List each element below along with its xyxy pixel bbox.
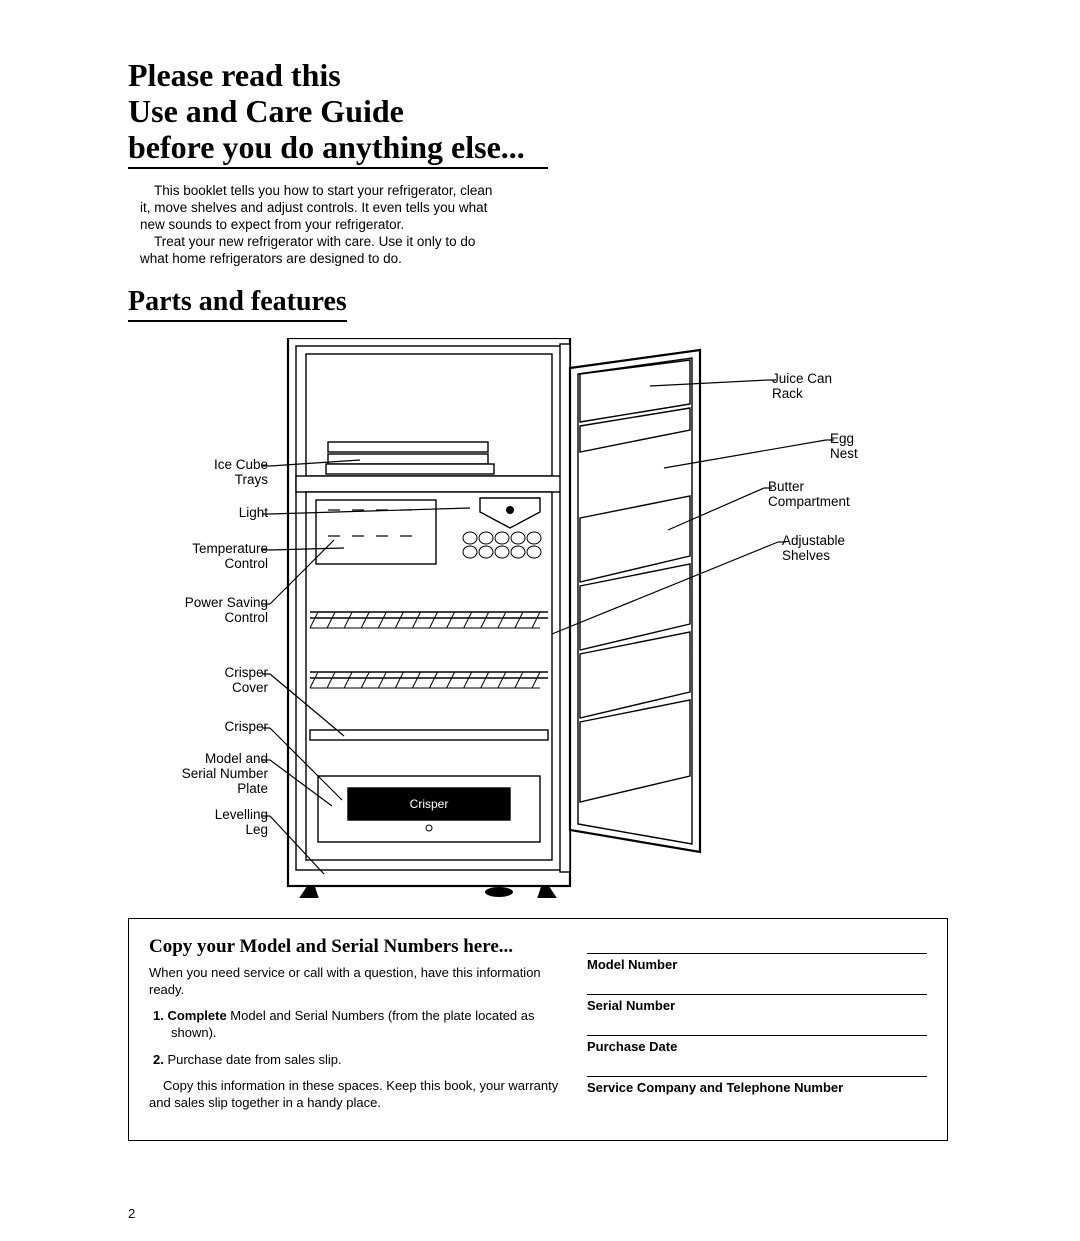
model-number-field[interactable]: Model Number bbox=[587, 953, 927, 972]
diagram-label: Power SavingControl bbox=[128, 596, 268, 626]
list-item: 2. Purchase date from sales slip. bbox=[153, 1052, 563, 1069]
parts-features-heading: Parts and features bbox=[128, 286, 347, 322]
copy-box-list: 1. Complete Model and Serial Numbers (fr… bbox=[153, 1008, 563, 1068]
intro-p2: Treat your new refrigerator with care. U… bbox=[140, 234, 500, 268]
svg-text:Crisper: Crisper bbox=[410, 797, 449, 811]
diagram-label: ButterCompartment bbox=[768, 480, 850, 510]
page-content: Please read this Use and Care Guide befo… bbox=[128, 58, 948, 1141]
heading-line-3: before you do anything else... bbox=[128, 130, 548, 170]
diagram-label: Crisper bbox=[128, 720, 268, 735]
diagram-label: AdjustableShelves bbox=[782, 534, 845, 564]
intro-p1: This booklet tells you how to start your… bbox=[140, 183, 500, 234]
diagram-label: Ice CubeTrays bbox=[128, 458, 268, 488]
diagram-label: EggNest bbox=[830, 432, 858, 462]
heading-line-1: Please read this bbox=[128, 58, 948, 94]
serial-number-field[interactable]: Serial Number bbox=[587, 994, 927, 1013]
diagram-label: TemperatureControl bbox=[128, 542, 268, 572]
copy-box-closing: Copy this information in these spaces. K… bbox=[149, 1078, 563, 1111]
copy-box-left: Copy your Model and Serial Numbers here.… bbox=[149, 935, 563, 1122]
list-item: 1. Complete Model and Serial Numbers (fr… bbox=[153, 1008, 563, 1041]
item2-rest: Purchase date from sales slip. bbox=[164, 1052, 342, 1067]
diagram-label: LevellingLeg bbox=[128, 808, 268, 838]
service-company-field[interactable]: Service Company and Telephone Number bbox=[587, 1076, 927, 1095]
copy-box-intro: When you need service or call with a que… bbox=[149, 965, 563, 998]
diagram-label: Light bbox=[128, 506, 268, 521]
purchase-date-field[interactable]: Purchase Date bbox=[587, 1035, 927, 1054]
fridge-diagram: CrisperButter Ice CubeTraysLightTemperat… bbox=[128, 338, 948, 898]
copy-numbers-box: Copy your Model and Serial Numbers here.… bbox=[128, 918, 948, 1141]
heading-line-2: Use and Care Guide bbox=[128, 94, 948, 130]
diagram-label: CrisperCover bbox=[128, 666, 268, 696]
page-number: 2 bbox=[128, 1206, 135, 1221]
copy-box-right: Model Number Serial Number Purchase Date… bbox=[587, 935, 927, 1122]
diagram-label: Juice CanRack bbox=[772, 372, 832, 402]
intro-text: This booklet tells you how to start your… bbox=[140, 183, 500, 267]
item2-bold: 2. bbox=[153, 1052, 164, 1067]
copy-box-title: Copy your Model and Serial Numbers here.… bbox=[149, 935, 563, 959]
diagram-label: Model andSerial NumberPlate bbox=[128, 752, 268, 797]
item1-bold: 1. Complete bbox=[153, 1008, 227, 1023]
main-heading: Please read this Use and Care Guide befo… bbox=[128, 58, 948, 169]
